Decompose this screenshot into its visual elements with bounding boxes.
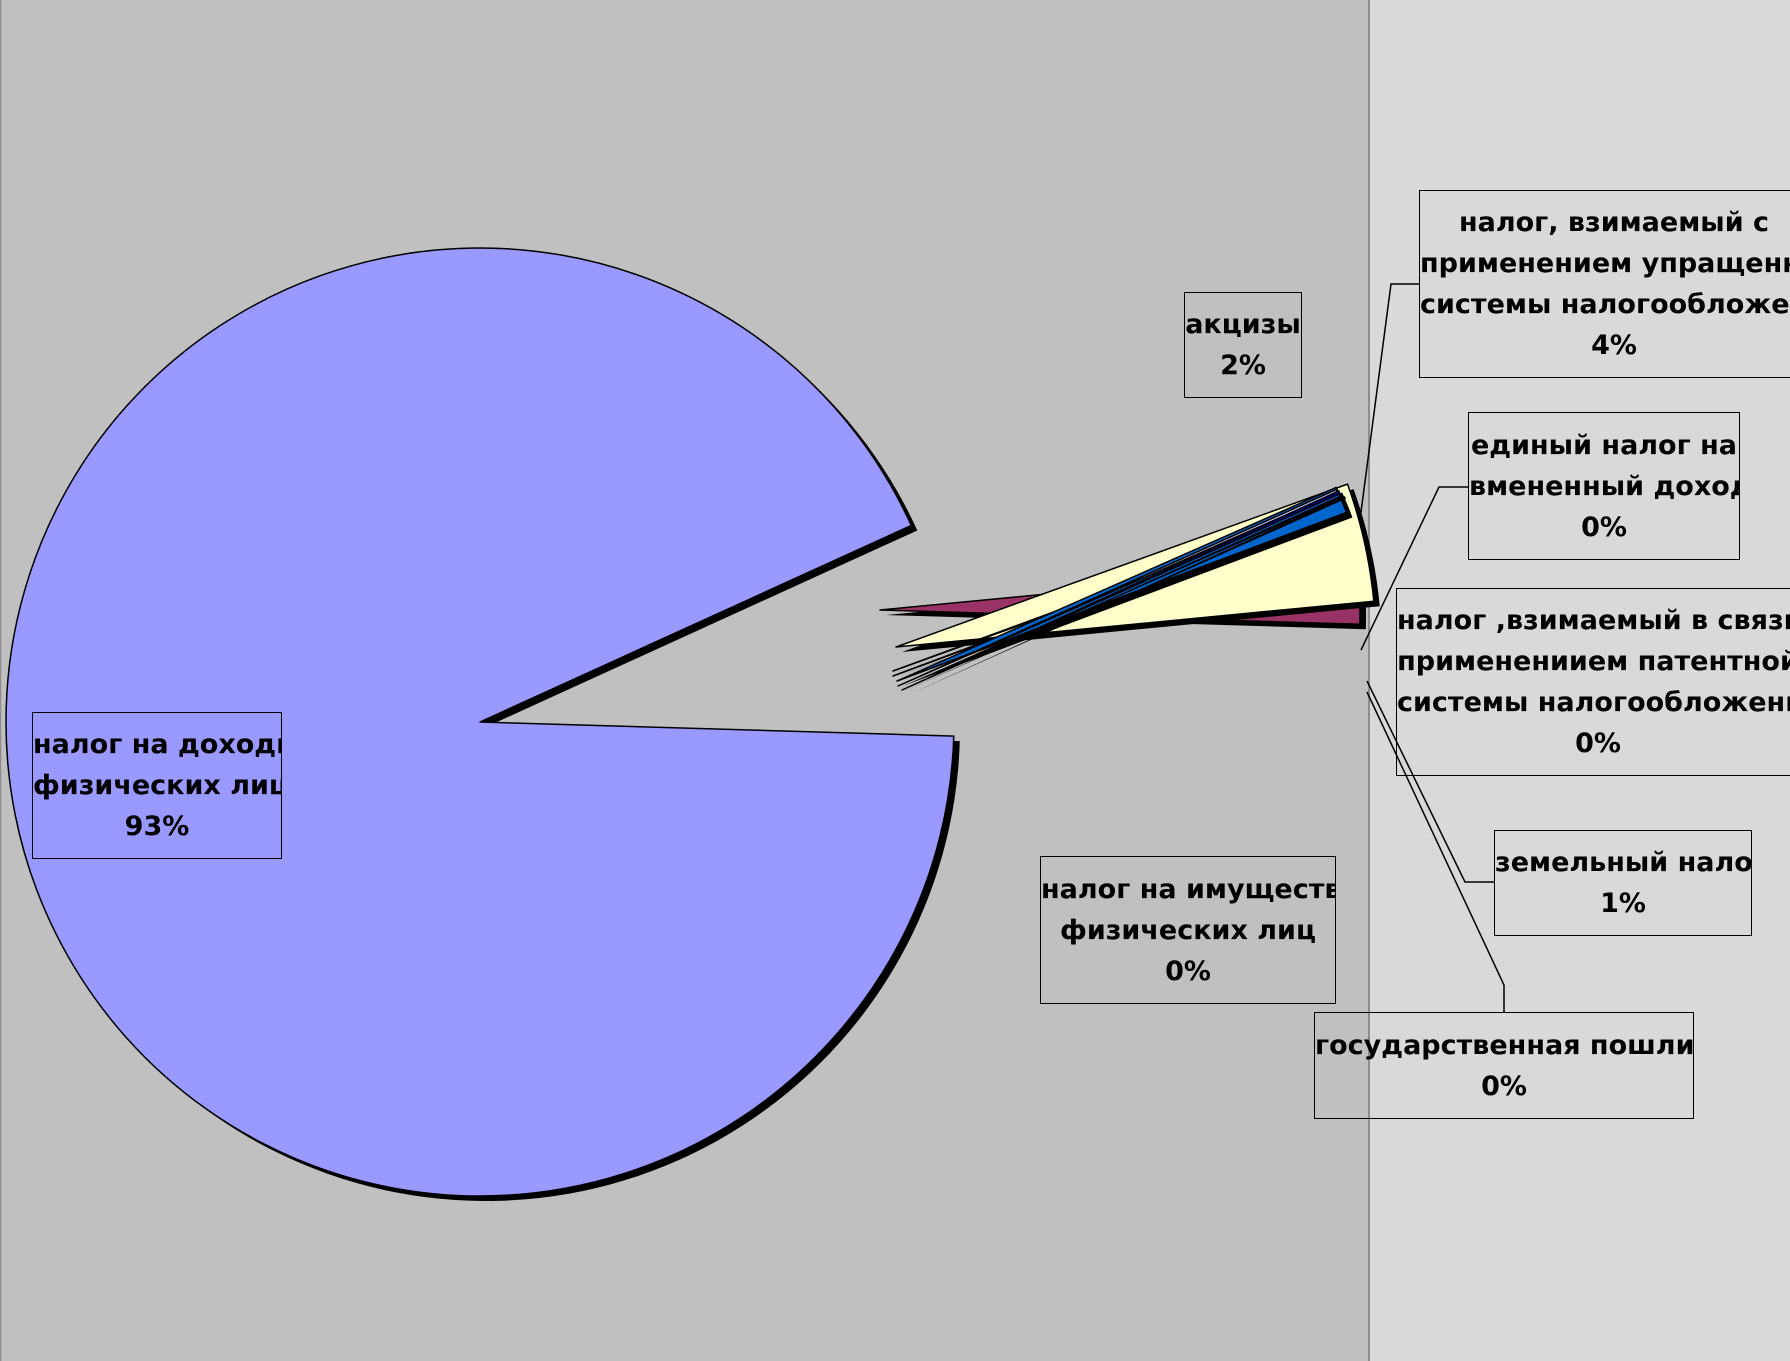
leader-line-3: [1355, 283, 1419, 551]
data-label-3-line-3: системы налогообложени: [1420, 289, 1790, 320]
data-label-6-percent: 1%: [1600, 888, 1646, 919]
data-label-5-line-1: налог ,взимаемый в связи с: [1397, 605, 1790, 636]
data-label-7-line-1: налог на имущество: [1041, 873, 1336, 905]
data-label-2-percent: 2%: [1220, 350, 1266, 381]
data-label-7-line-2: физических лиц: [1060, 914, 1316, 946]
pie-slice-1: [5, 247, 955, 1197]
data-label-1-line-2: физических лиц: [33, 770, 282, 801]
data-label-5-percent: 0%: [1575, 728, 1621, 759]
data-label-2-line-1: акцизы: [1185, 309, 1301, 340]
data-label-4: единый налог на вмененный доход 0%: [1468, 412, 1740, 560]
leader-line-8: [1366, 691, 1505, 1012]
data-label-4-line-1: единый налог на: [1470, 429, 1737, 461]
data-label-3-line-2: применением упращенно: [1420, 248, 1790, 279]
data-label-5-line-3: системы налогообложения: [1397, 687, 1790, 718]
data-label-2: акцизы 2%: [1184, 292, 1302, 398]
data-label-8-line-1: государственная пошлина: [1315, 1029, 1694, 1061]
data-label-1: налог на доходы физических лиц 93%: [32, 712, 282, 859]
data-label-5: налог ,взимаемый в связи с применениием п…: [1396, 588, 1790, 776]
pie-slice-8: [901, 490, 1341, 691]
data-label-4-percent: 0%: [1581, 511, 1627, 543]
pie-slice-shadow-7: [904, 494, 1344, 691]
data-label-1-percent: 93%: [124, 811, 190, 842]
pie-slices: [5, 247, 1380, 1202]
pie-slice-shadow-8: [908, 495, 1347, 695]
leader-line-4: [1360, 486, 1468, 651]
data-label-8-percent: 0%: [1481, 1070, 1527, 1102]
data-label-8: государственная пошлина 0%: [1314, 1012, 1694, 1119]
data-label-6-line-1: земельный налог: [1495, 847, 1752, 878]
data-label-6: земельный налог 1%: [1494, 830, 1752, 936]
data-label-7: налог на имущество физических лиц 0%: [1040, 856, 1336, 1004]
data-label-7-percent: 0%: [1165, 955, 1211, 987]
data-label-4-line-2: вмененный доход: [1469, 470, 1740, 502]
data-label-3: налог, взимаемый с применением упращенно с…: [1419, 190, 1790, 378]
data-label-3-line-1: налог, взимаемый с: [1458, 207, 1770, 238]
leader-lines: [1355, 283, 1505, 1012]
data-label-1-line-1: налог на доходы: [33, 729, 282, 760]
data-label-5-line-2: применениием патентной: [1397, 646, 1790, 677]
leader-line-6: [1366, 680, 1494, 883]
data-label-3-percent: 4%: [1591, 330, 1637, 361]
